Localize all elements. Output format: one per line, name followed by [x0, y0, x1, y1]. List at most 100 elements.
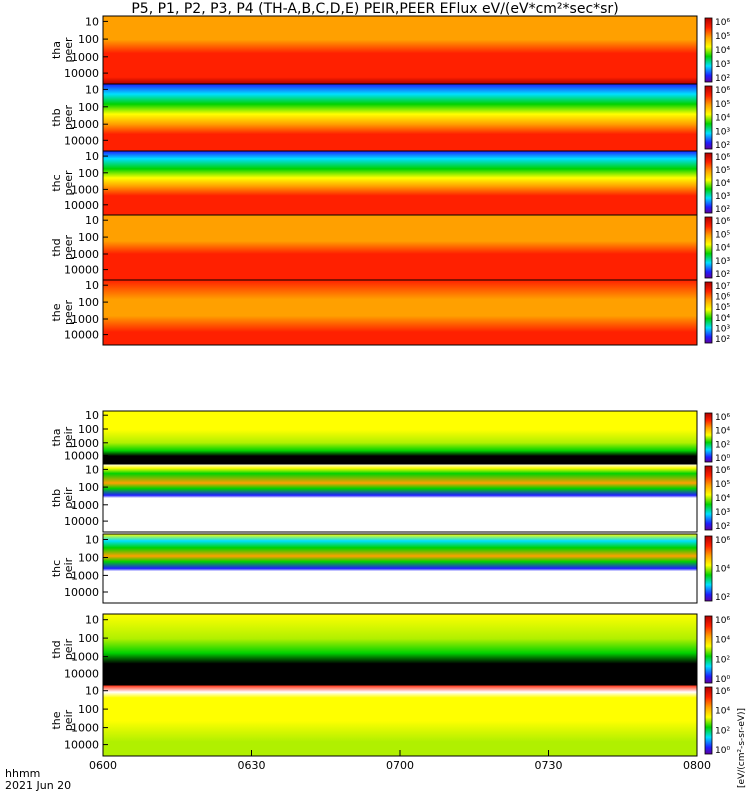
colorbar-tick-label: 10⁴: [715, 427, 730, 437]
y-tick-label: 100: [78, 703, 99, 716]
y-tick-label: 100: [78, 632, 99, 645]
y-tick-label: 10000: [64, 450, 99, 463]
colorbar-tick-label: 10⁶: [715, 413, 730, 423]
colorbar-tick-label: 10⁶: [715, 687, 730, 697]
colorbar-tick-label: 10⁵: [715, 32, 730, 42]
colorbar-unit-label: [eV/(cm²-s-sr-eV)]: [737, 708, 747, 788]
panel-probe-label: the: [50, 711, 63, 729]
y-tick-label: 10000: [64, 264, 99, 277]
panel-probe-label: thb: [50, 108, 63, 126]
spectrogram-fill: [103, 534, 697, 603]
colorbar-tick-label: 10⁴: [715, 494, 730, 504]
panel-product-label: peer: [62, 105, 75, 131]
y-tick-label: 1000: [71, 499, 99, 512]
panel-frame: [102, 279, 698, 346]
colorbar-tick-label: 10⁶: [715, 466, 730, 476]
spectrogram-fill: [103, 614, 697, 685]
spectrogram-fill: [103, 215, 697, 280]
colorbar-tick-label: 10⁶: [715, 536, 730, 546]
x-tick-label: 0730: [535, 759, 563, 772]
colorbar-tick-label: 10²: [715, 141, 730, 151]
colorbar-tick-label: 10⁰: [715, 675, 730, 685]
x-axis-label: hhmm: [5, 767, 41, 780]
colorbar-tick-label: 10²: [715, 205, 730, 215]
colorbar-tick-label: 10³: [715, 257, 730, 267]
panel-thd-peer: 10000 1000 100 10 thd peer 10⁶ 10⁵ 10⁴ 10³ 10²: [50, 214, 730, 281]
colorbar-tick-label: 10⁴: [715, 179, 730, 189]
y-tick-label: 1000: [71, 722, 99, 735]
colorbar-tick-label: 10²: [715, 655, 730, 665]
colorbar-tick-label: 10⁷: [715, 282, 730, 292]
colorbar-tick-label: 10²: [715, 522, 730, 532]
y-tick-label: 1000: [71, 437, 99, 450]
x-tick-label: 0600: [89, 759, 117, 772]
panel-thc-peir: 10000 1000 100 10 thc peir 10⁶ 10⁴ 10²: [50, 533, 730, 604]
colorbar-tick-label: 10⁵: [715, 100, 730, 110]
panel-product-label: peir: [62, 487, 75, 509]
panel-probe-label: thd: [50, 238, 63, 256]
y-tick-label: 10: [85, 83, 99, 96]
colorbar-tick-label: 10⁶: [715, 616, 730, 626]
spectrogram-fill: [103, 464, 697, 532]
y-tick-label: 100: [78, 33, 99, 46]
colorbar-tick-label: 10⁴: [715, 314, 730, 324]
y-tick-label: 100: [78, 481, 99, 494]
y-tick-label: 1000: [71, 118, 99, 131]
colorbar-tick-label: 10⁴: [715, 114, 730, 124]
y-tick-label: 10: [85, 685, 99, 698]
colorbar: [704, 17, 713, 83]
panel-probe-label: the: [50, 303, 63, 321]
panel-thc-peer: 10000 1000 100 10 thc peer 10⁶ 10⁵ 10⁴ 10³ 10²: [50, 150, 730, 216]
date-label: 2021 Jun 20: [5, 779, 72, 792]
colorbar: [704, 281, 713, 344]
colorbar-tick-label: 10⁵: [715, 480, 730, 490]
panel-probe-label: tha: [50, 428, 63, 446]
panel-product-label: peir: [62, 426, 75, 448]
panel-product-label: peir: [62, 638, 75, 660]
colorbar-tick-label: 10²: [715, 335, 730, 345]
panel-product-label: peer: [62, 170, 75, 196]
colorbar: [704, 85, 713, 150]
y-tick-label: 10000: [64, 739, 99, 752]
panel-probe-label: tha: [50, 41, 63, 59]
colorbar-tick-label: 10⁴: [715, 565, 730, 575]
y-tick-label: 1000: [71, 51, 99, 64]
y-tick-label: 100: [78, 167, 99, 180]
colorbar-tick-label: 10⁰: [715, 454, 730, 464]
y-tick-label: 10: [85, 463, 99, 476]
panel-frame: [102, 463, 698, 533]
colorbar-tick-label: 10⁴: [715, 636, 730, 646]
colorbar: [704, 535, 713, 602]
panel-thb-peir: 10000 1000 100 10 thb peir 10⁶ 10⁵ 10⁴ 10³ 10²: [50, 463, 730, 533]
colorbar-tick-label: 10⁵: [715, 230, 730, 240]
spectrogram-fill: [103, 84, 697, 151]
colorbar-tick-label: 10³: [715, 60, 730, 70]
y-tick-label: 1000: [71, 569, 99, 582]
panel-thd-peir: 10000 1000 100 10 thd peir 10⁶ 10⁴ 10² 10⁰: [50, 613, 730, 686]
y-tick-label: 10000: [64, 329, 99, 342]
y-tick-label: 100: [78, 101, 99, 114]
y-tick-label: 10: [85, 15, 99, 28]
colorbar-tick-label: 10²: [715, 74, 730, 84]
panel-tha-peer: 10000 1000 100 10 tha peer 10⁶ 10⁵ 10⁴ 10³ 10²: [50, 15, 730, 85]
colorbar: [704, 615, 713, 684]
colorbar-tick-label: 10⁵: [715, 303, 730, 313]
y-tick-label: 10: [85, 214, 99, 227]
colorbar: [704, 412, 713, 463]
y-tick-label: 10: [85, 614, 99, 627]
y-tick-label: 1000: [71, 183, 99, 196]
x-axis: 0600 0630 0700 0730 0800: [89, 750, 711, 772]
colorbar-tick-label: 10³: [715, 508, 730, 518]
x-tick-label: 0800: [683, 759, 711, 772]
spectrogram-fill: [103, 16, 697, 84]
colorbar-tick-label: 10⁶: [715, 217, 730, 227]
panel-probe-label: thd: [50, 640, 63, 658]
spectrogram-fill: [103, 151, 697, 215]
colorbar: [704, 686, 713, 755]
y-tick-label: 1000: [71, 651, 99, 664]
y-tick-label: 100: [78, 231, 99, 244]
